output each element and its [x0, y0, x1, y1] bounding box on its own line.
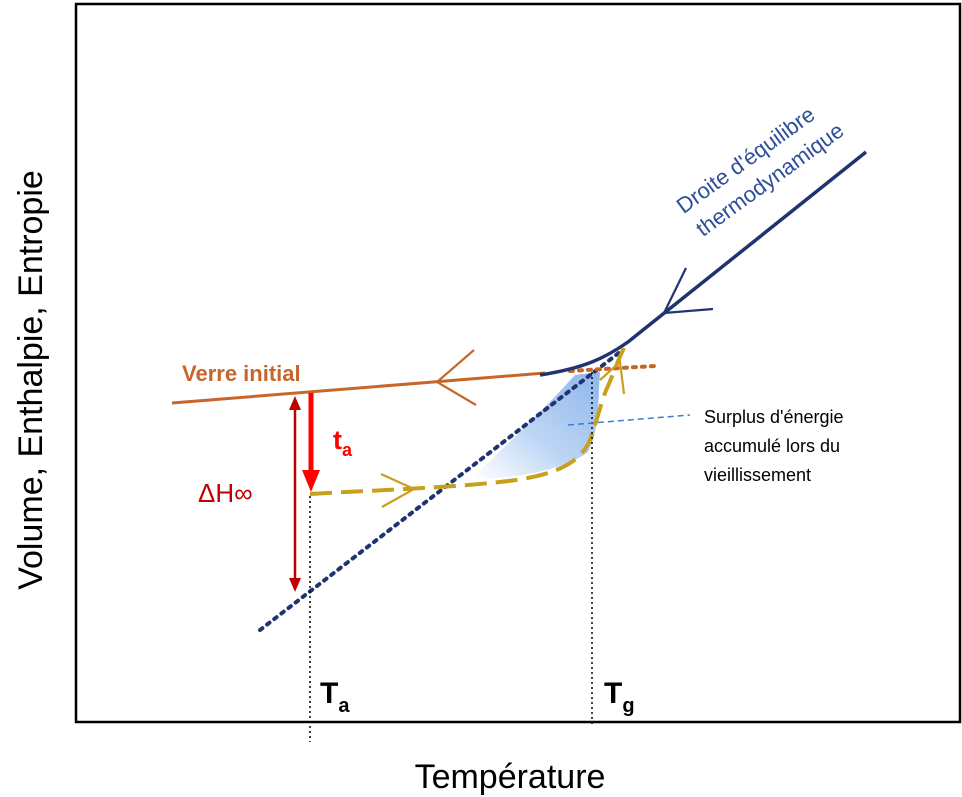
plot-frame	[74, 2, 962, 724]
tg-label: Tg	[604, 677, 635, 717]
delta-h-label: ΔH∞	[198, 478, 253, 508]
surplus-label-line2: accumulé lors du	[704, 436, 840, 456]
initial-glass-extension-dotted	[568, 364, 657, 373]
aging-time-label: ta	[333, 425, 353, 460]
tg-label-sub: g	[622, 695, 634, 717]
aging-path-arrow-up	[599, 359, 626, 395]
initial-glass-label: Verre initial	[182, 361, 301, 386]
x-axis-label: Température	[415, 758, 606, 796]
aging-time-label-main: t	[333, 425, 342, 455]
equilibrium-extrapolation-dotted	[258, 350, 622, 632]
aging-path-dashed	[309, 347, 626, 496]
aging-path-arrow-right	[380, 472, 417, 508]
equilibrium-label: Droite d'équilibre thermodynamique	[672, 102, 849, 242]
initial-glass-arrow	[435, 349, 477, 406]
delta-h-arrow-head-top	[289, 396, 301, 410]
surplus-label-line3: vieillissement	[704, 465, 811, 485]
initial-glass-line	[171, 371, 546, 405]
ta-label-main: T	[320, 677, 338, 710]
ta-label: Ta	[320, 677, 350, 717]
delta-h-arrow-head-bottom	[289, 578, 301, 592]
y-axis-label: Volume, Enthalpie, Entropie	[12, 170, 50, 590]
ta-label-sub: a	[338, 695, 350, 717]
surplus-label-line1: Surplus d'énergie	[704, 407, 844, 427]
aging-time-label-sub: a	[342, 440, 353, 460]
surplus-energy-area	[472, 372, 600, 479]
equilibrium-line	[539, 150, 868, 377]
surplus-leader-line	[567, 414, 691, 426]
equilibrium-arrow	[662, 267, 714, 315]
aging-time-arrow-head	[302, 470, 320, 492]
tg-label-main: T	[604, 677, 622, 710]
